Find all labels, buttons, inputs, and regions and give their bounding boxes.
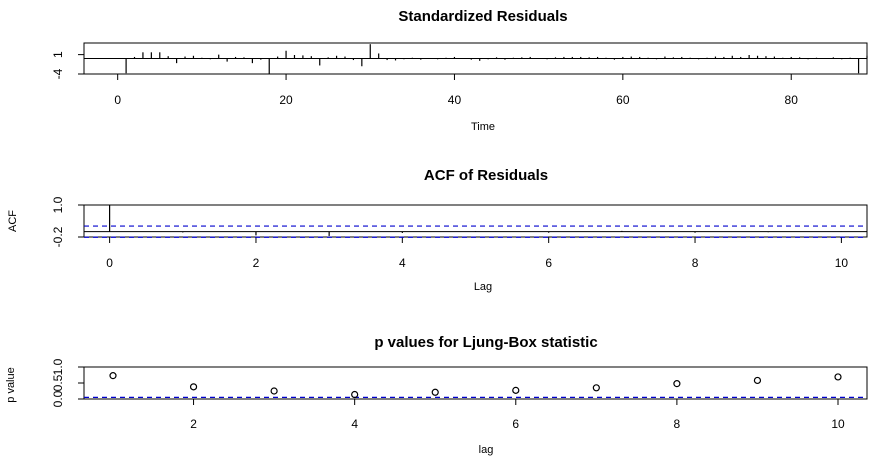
x-tick-label: 4 [399,256,406,270]
x-tick-label: 4 [351,417,358,431]
y-tick-label: 1.0 [51,358,65,375]
ljung-box-panel: p values for Ljung-Box statistic lag p v… [5,334,868,456]
p-value-point [270,387,278,395]
ljung-box-x-axis-label: lag [479,444,494,456]
x-tick-label: 20 [279,93,293,107]
y-tick-label: 0.0 [51,390,65,407]
residuals-title: Standardized Residuals [398,8,567,25]
y-tick-label: -4 [51,68,65,79]
ljung-box-y-axis-label: p value [5,367,17,402]
p-value-point [673,380,681,388]
x-tick-label: 2 [190,417,197,431]
y-tick-label: 1.0 [51,196,65,213]
x-tick-label: 0 [114,93,121,107]
p-value-point [189,383,198,391]
y-tick-label: -0.2 [51,226,65,247]
x-tick-label: 6 [545,256,552,270]
p-value-point [351,390,359,399]
acf-panel: ACF of Residuals Lag ACF 0 2 4 6 8 10 -0.2 1.0 [7,167,868,293]
p-value-point [109,372,117,380]
y-tick-label: 0.5 [51,374,65,391]
x-tick-label: 40 [448,93,462,107]
x-tick-label: 6 [512,417,519,431]
x-tick-label: 2 [253,256,260,270]
acf-x-axis-label: Lag [474,281,492,293]
x-tick-label: 60 [616,93,630,107]
p-value-point [753,376,762,385]
acf-plot-frame [83,204,868,238]
acf-title: ACF of Residuals [424,167,548,184]
y-tick-label: 1 [51,51,65,58]
x-tick-label: 0 [106,256,113,270]
x-tick-label: 80 [785,93,799,107]
residuals-x-axis-label: Time [471,121,495,133]
ljung-box-title: p values for Ljung-Box statistic [374,334,597,351]
residuals-marks: 0 20 40 60 80 -4 1 [51,44,868,107]
p-value-point [834,373,842,381]
acf-y-axis-label: ACF [7,210,19,232]
x-tick-label: 8 [674,417,681,431]
standardized-residuals-panel: Standardized Residuals Time 0 20 40 60 80 -4 1 [51,8,868,133]
x-tick-label: 8 [692,256,699,270]
x-tick-label: 10 [835,256,849,270]
p-value-point [592,384,600,392]
p-value-point [431,388,439,396]
ljung-box-plot-frame [83,366,868,400]
x-tick-label: 10 [831,417,845,431]
acf-marks: 0 2 4 6 8 10 -0.2 1.0 [51,196,867,270]
ljung-box-marks: 2 4 6 8 10 0.00.51.0 [51,358,867,431]
p-value-point [512,386,520,394]
